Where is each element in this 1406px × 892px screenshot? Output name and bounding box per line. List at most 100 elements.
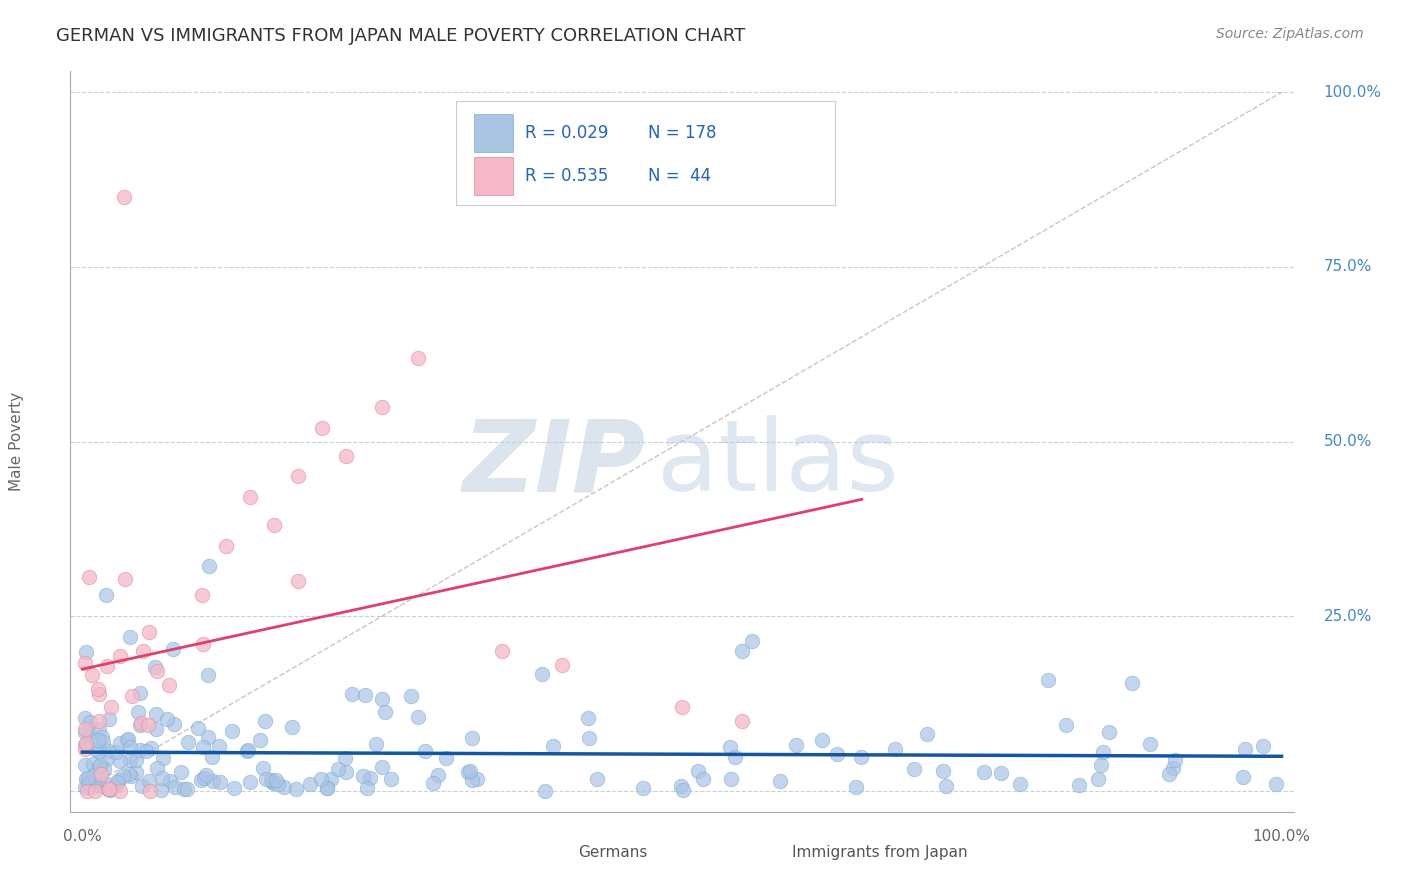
Point [77,780,100,795]
Point [785,738,807,752]
Point [83,742,105,756]
Point [731,714,754,728]
Point [120,739,142,754]
Point [131,779,153,793]
Point [973,765,995,780]
Point [333,751,356,765]
Point [530,667,553,681]
Point [190,772,212,787]
Point [260,772,283,787]
Point [97,782,120,797]
Point [73,757,96,772]
Point [239,774,262,789]
Point [578,731,600,745]
Point [89,758,111,772]
Point [114,572,136,586]
Point [543,739,565,754]
Point [849,750,872,764]
Point [75,722,97,736]
Point [87,772,110,787]
Point [145,706,167,721]
Point [340,687,363,701]
Point [173,781,195,796]
Point [811,733,834,747]
Point [112,190,135,204]
Point [769,774,792,789]
Point [87,714,110,729]
Point [311,420,333,434]
Point [108,784,131,798]
FancyBboxPatch shape [456,101,835,204]
Point [1251,739,1274,753]
Point [191,588,214,602]
Point [170,765,193,780]
Point [631,780,654,795]
Point [105,779,128,793]
Point [287,574,309,589]
Point [91,735,114,749]
Point [254,714,277,728]
Point [533,784,555,798]
Point [90,730,112,744]
Point [281,720,304,734]
Point [256,772,278,787]
Point [672,783,695,797]
Point [152,750,174,764]
Point [87,744,110,758]
Text: N = 178: N = 178 [648,124,716,142]
Point [96,658,118,673]
Text: Immigrants from Japan: Immigrants from Japan [792,845,967,860]
Point [131,644,153,658]
Point [98,783,121,797]
Point [108,648,131,663]
Point [884,742,907,756]
Point [359,771,381,785]
Point [100,700,122,714]
Point [1090,758,1112,772]
Text: GERMAN VS IMMIGRANTS FROM JAPAN MALE POVERTY CORRELATION CHART: GERMAN VS IMMIGRANTS FROM JAPAN MALE POV… [56,27,745,45]
FancyBboxPatch shape [752,840,787,867]
Point [669,779,692,793]
Point [264,772,287,787]
Point [825,747,848,761]
Point [121,689,143,703]
Point [96,588,118,602]
Point [335,449,357,463]
Point [215,539,238,553]
Point [165,780,187,795]
Point [370,760,392,774]
Point [236,744,259,758]
Point [720,772,742,786]
Point [299,777,322,791]
Point [688,764,710,779]
Point [125,753,148,767]
Point [208,739,231,753]
Point [96,777,118,791]
FancyBboxPatch shape [538,840,574,867]
Point [1121,675,1143,690]
Point [75,772,97,786]
Point [249,732,271,747]
Point [89,687,111,701]
Point [98,712,121,726]
Point [263,518,285,533]
Point [98,782,121,797]
Point [236,743,259,757]
Point [354,688,377,702]
Text: Source: ZipAtlas.com: Source: ZipAtlas.com [1216,27,1364,41]
Point [120,753,142,767]
Point [89,760,111,774]
Point [1054,718,1077,732]
Point [83,767,105,781]
Point [191,739,214,754]
Point [1010,777,1032,791]
Point [1069,778,1091,792]
Point [120,769,142,783]
Point [129,716,152,731]
Point [551,658,574,673]
Text: 100.0%: 100.0% [1253,830,1310,844]
Point [194,768,217,782]
Point [90,767,112,781]
Point [335,765,357,780]
Point [75,645,97,659]
